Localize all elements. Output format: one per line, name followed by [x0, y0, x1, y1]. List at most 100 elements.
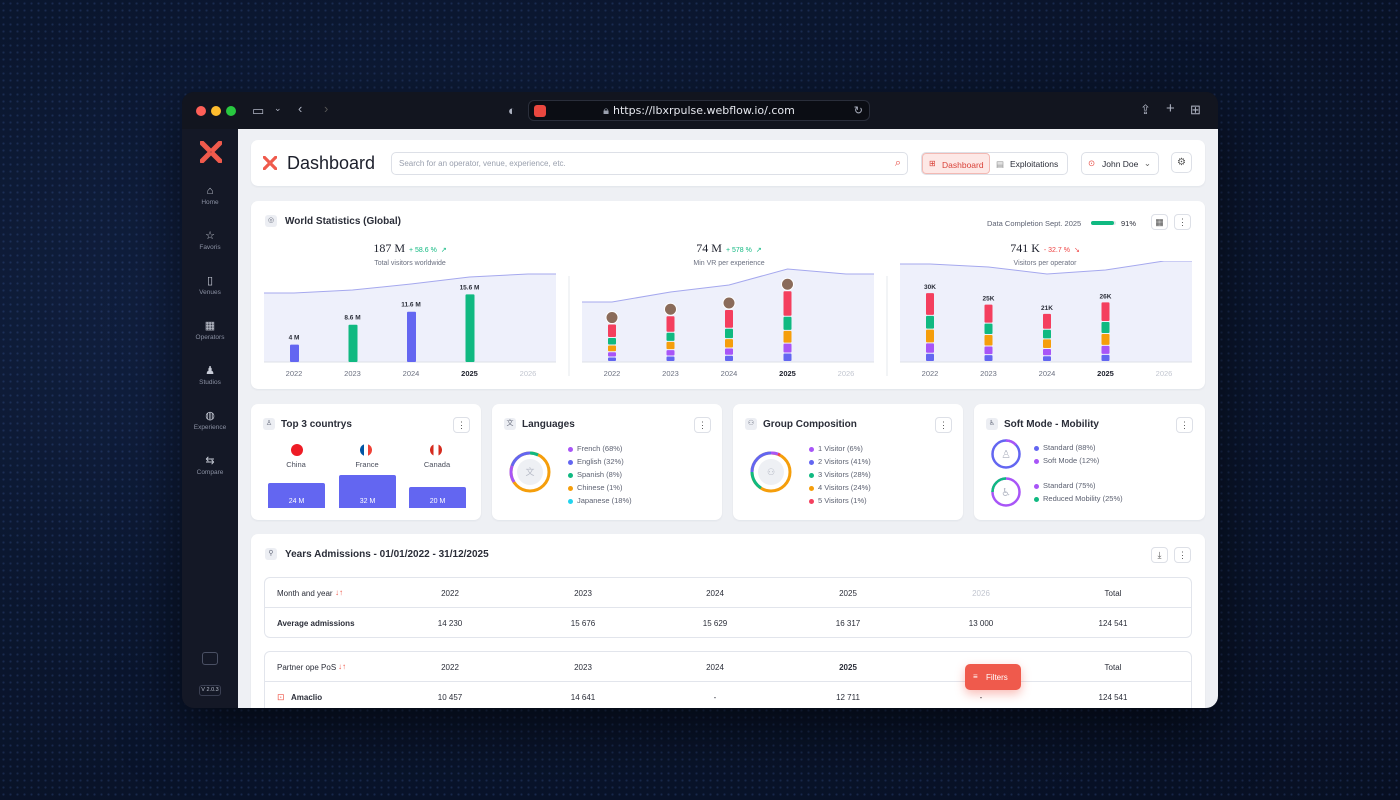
sidebar: ⌂ Home ☆ Favoris ▯ Venues ▦ Operators ♟ Studios ◍ E…	[182, 129, 238, 708]
bar-segment	[1043, 348, 1051, 356]
languages-title: Languages	[522, 419, 575, 430]
sidebar-item-home[interactable]: ⌂ Home	[182, 185, 238, 206]
sidebar-item-label: Operators	[195, 334, 225, 341]
sidebar-item-label: Venues	[199, 289, 221, 296]
sort-column-header[interactable]: Partner ope PoS	[277, 663, 337, 672]
languages-more-button[interactable]: ⋮	[694, 417, 711, 433]
year-tick-label: 2024	[403, 369, 420, 378]
person-icon: ♟	[205, 365, 215, 377]
tab-dashboard[interactable]: ⊞ Dashboard	[922, 153, 990, 174]
bar-segment	[666, 356, 675, 361]
stat-delta: - 32.7 %	[1043, 247, 1070, 254]
headset-icon: ◍	[205, 410, 215, 422]
group-more-button[interactable]: ⋮	[935, 417, 952, 433]
table-cell: 124 541	[1098, 693, 1128, 702]
admissions-more-button[interactable]: ⋮	[1174, 547, 1191, 563]
sidebar-item-experience[interactable]: ◍ Experience	[182, 410, 238, 431]
legend-dot	[568, 459, 573, 465]
reload-icon[interactable]: ↻	[853, 104, 863, 117]
user-icon: ⊙	[1088, 158, 1096, 168]
bar-label: 30K	[924, 284, 936, 291]
stat-1: 74 M + 578 % ↗ Min VR per experience	[629, 239, 829, 267]
chevron-down-icon[interactable]: ⌄	[274, 103, 282, 113]
filters-button[interactable]: ≡ Filters	[965, 664, 1021, 690]
bar	[407, 311, 416, 362]
back-icon[interactable]: ‹	[298, 101, 303, 116]
group-title: Group Composition	[763, 419, 857, 430]
mobility-more-button[interactable]: ⋮	[1176, 417, 1193, 433]
search-icon[interactable]: ⌕	[894, 157, 901, 169]
bar-segment	[926, 293, 934, 315]
table-row: Average admissions 14 230 15 676 15 629 16 3…	[265, 608, 1191, 638]
address-bar[interactable]: 🔒︎ https://lbxrpulse.webflow.io/.com ↻	[528, 100, 870, 121]
maximize-button[interactable]	[226, 106, 236, 116]
stat-0: 187 M + 58.6 % ↗ Total visitors worldwide	[310, 239, 510, 267]
more-options-button[interactable]: ⋮	[1174, 214, 1191, 230]
svg-text:♿︎: ♿︎	[1001, 487, 1011, 499]
table-cell: 15 676	[570, 619, 596, 628]
brand-logo-icon[interactable]	[200, 141, 222, 163]
legend-item: 5 Visitors (1%)	[809, 494, 871, 507]
minimize-button[interactable]	[211, 106, 221, 116]
sort-column-header[interactable]: Month and year	[277, 589, 333, 598]
table-cell: 14 230	[437, 619, 463, 628]
completion-progress	[1091, 221, 1116, 225]
table-cell: 13 000	[968, 619, 994, 628]
bar-segment	[1043, 313, 1051, 329]
table-header-row: Month and year ↓↑ 2022 2023 2024 2025 2026 Tota…	[265, 578, 1191, 608]
year-tick-label: 2024	[1039, 369, 1056, 378]
building-icon: ▯	[206, 275, 214, 287]
sort-icon[interactable]: ↓↑	[338, 662, 346, 671]
legend-dot	[809, 446, 814, 452]
avatar-icon	[605, 311, 619, 325]
sidebar-item-studios[interactable]: ♟ Studios	[182, 365, 238, 386]
table-view-button[interactable]: ▦	[1151, 214, 1168, 230]
top3-more-button[interactable]: ⋮	[453, 417, 470, 433]
sidebar-toggle-icon[interactable]: ▭	[252, 103, 265, 118]
sidebar-item-compare[interactable]: ⇆ Compare	[182, 455, 238, 476]
bar-segment	[608, 324, 616, 338]
svg-text:♙: ♙	[1001, 449, 1011, 461]
group-donut: ⚇	[750, 451, 792, 493]
page-title: Dashboard	[287, 153, 376, 173]
legend-label: Japanese (18%)	[577, 496, 632, 505]
forward-icon[interactable]: ›	[324, 101, 329, 116]
year-tick-label: 2025	[1097, 369, 1114, 378]
bar-segment	[666, 332, 675, 341]
tab-exploitations[interactable]: ▤ Exploitations	[992, 159, 1058, 169]
tab-exploitations-label: Exploitations	[1010, 159, 1059, 169]
download-button[interactable]: ⤓	[1151, 547, 1168, 563]
sort-icon[interactable]: ↓↑	[335, 588, 343, 597]
sidebar-item-operators[interactable]: ▦ Operators	[182, 320, 238, 341]
mobility-title: Soft Mode - Mobility	[1004, 419, 1099, 430]
sidebar-item-favoris[interactable]: ☆ Favoris	[182, 230, 238, 251]
user-menu[interactable]: ⊙ John Doe ⌄	[1081, 152, 1159, 175]
bar-segment	[666, 341, 675, 350]
table-cell: Total	[1104, 589, 1122, 598]
table-cell: Total	[1104, 663, 1122, 672]
globe-icon: ◎	[265, 215, 277, 227]
shield-icon[interactable]: ◐	[508, 103, 516, 118]
close-button[interactable]	[196, 106, 206, 116]
kebab-icon: ⋮	[1178, 217, 1187, 227]
country-name: Canada	[423, 460, 451, 469]
user-name: John Doe	[1102, 159, 1139, 169]
languages-card: 文 Languages ⋮ 文 French (68%) English (32%…	[492, 404, 722, 520]
kebab-icon: ⋮	[1178, 550, 1187, 560]
search-input[interactable]: Search for an operator, venue, experienc…	[391, 152, 908, 175]
table-cell: 14 641	[570, 693, 596, 702]
bar-segment	[1101, 302, 1110, 322]
new-tab-icon[interactable]: +	[1166, 100, 1175, 117]
table-cell: 10 457	[437, 693, 463, 702]
table-cell: 2026	[972, 589, 990, 598]
collapse-sidebar-icon[interactable]	[202, 652, 218, 665]
tab-overview-icon[interactable]: ⊞	[1190, 102, 1201, 117]
avatar-icon	[664, 302, 677, 316]
group-icon: ⚇	[745, 418, 757, 430]
settings-button[interactable]: ⚙	[1171, 152, 1192, 173]
bar-segment	[984, 335, 993, 346]
sidebar-item-venues[interactable]: ▯ Venues	[182, 275, 238, 296]
share-icon[interactable]: ⇪	[1140, 102, 1151, 117]
table-cell: 2025	[839, 589, 857, 598]
stat-label: Visitors per operator	[1013, 260, 1077, 267]
